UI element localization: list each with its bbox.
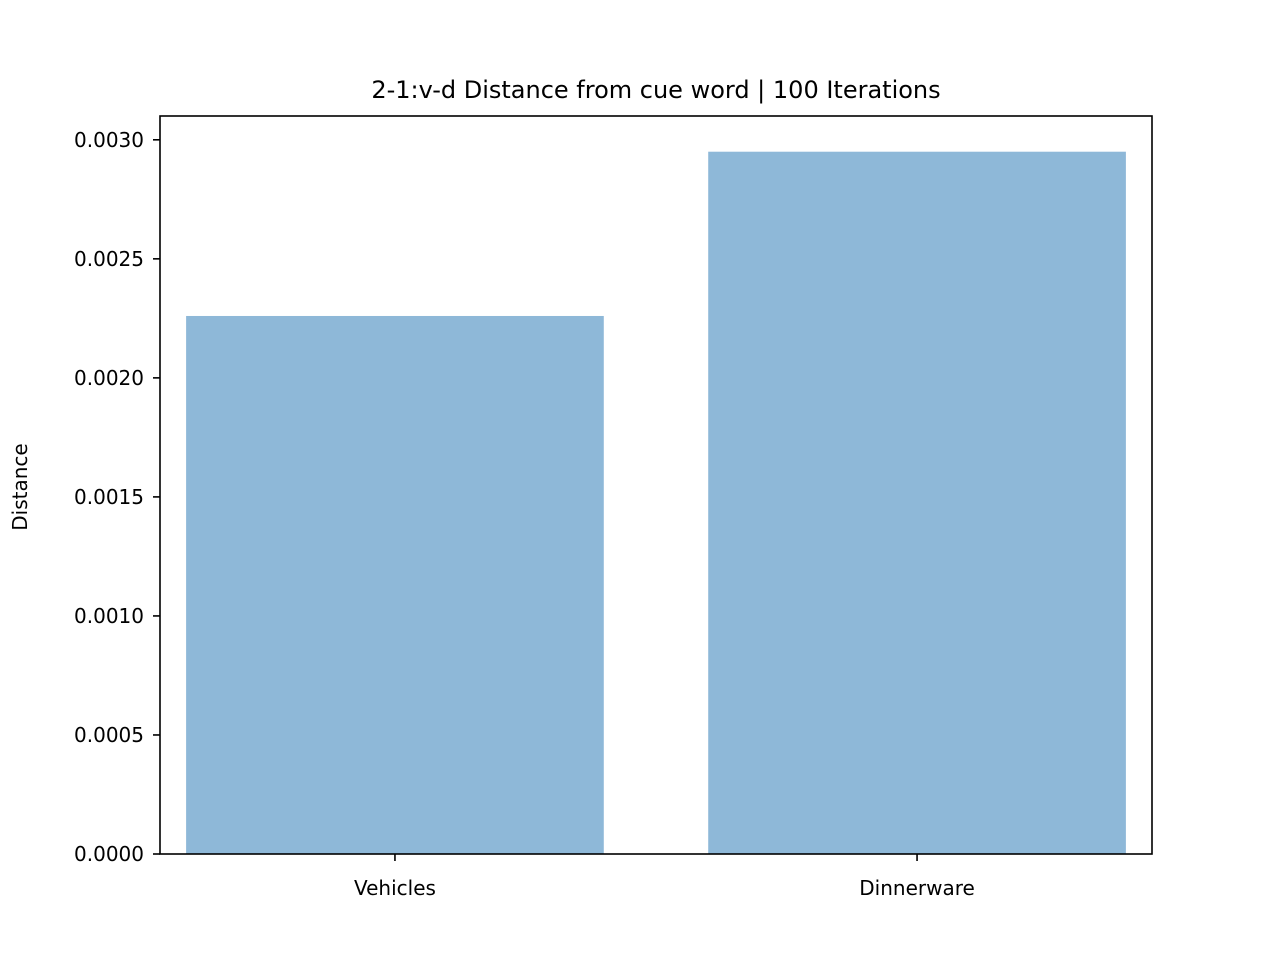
y-tick-label: 0.0000 (74, 842, 144, 866)
y-axis-label: Distance (8, 443, 32, 530)
y-tick-label: 0.0020 (74, 366, 144, 390)
x-tick-label: Dinnerware (859, 876, 975, 900)
bars-group (186, 151, 1126, 855)
y-axis: 0.0000 0.0005 0.0010 0.0015 0.0020 0.0025 0.00… (74, 128, 160, 866)
y-tick-label: 0.0030 (74, 128, 144, 152)
y-tick-label: 0.0015 (74, 485, 144, 509)
chart-title: 2-1:v-d Distance from cue word | 100 Ite… (371, 76, 940, 104)
plot-frame (159, 115, 1153, 855)
x-axis: Vehicles Dinnerware (354, 854, 975, 900)
y-tick-label: 0.0010 (74, 604, 144, 628)
bar-vehicles (186, 315, 604, 854)
x-tick-label: Vehicles (354, 876, 436, 900)
y-tick-label: 0.0005 (74, 723, 144, 747)
bar-dinnerware (708, 151, 1126, 855)
y-tick-label: 0.0025 (74, 247, 144, 271)
